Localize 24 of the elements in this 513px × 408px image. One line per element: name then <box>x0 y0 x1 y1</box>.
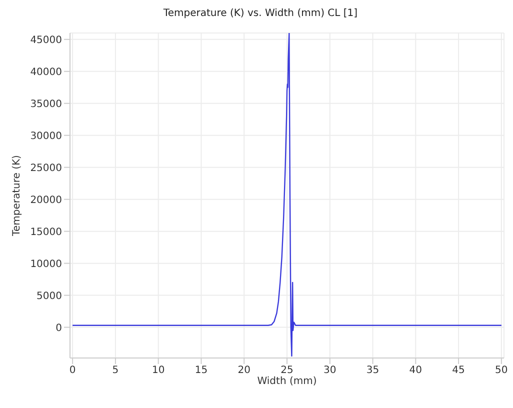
x-tick-label: 15 <box>194 365 208 376</box>
y-tick-label: 20000 <box>30 194 62 206</box>
x-tick-label: 0 <box>69 365 76 376</box>
x-tick-label: 10 <box>152 365 165 376</box>
y-tick-label: 35000 <box>30 98 62 110</box>
x-tick-label: 25 <box>280 365 294 376</box>
x-tick-label: 5 <box>112 365 119 376</box>
y-tick-label: 0 <box>56 322 62 334</box>
x-tick-label: 30 <box>324 365 336 376</box>
y-tick-label: 10000 <box>30 258 62 270</box>
x-tick-label: 35 <box>366 365 380 376</box>
y-axis-title: Temperature (K) <box>12 154 23 237</box>
y-tick-label: 25000 <box>30 162 62 174</box>
x-tick-label: 40 <box>409 365 422 376</box>
x-tick-label: 45 <box>452 365 465 376</box>
y-tick-label: 5000 <box>36 290 62 302</box>
x-axis-title: Width (mm) <box>257 376 317 387</box>
y-tick-label: 45000 <box>30 34 62 46</box>
y-tick-label: 30000 <box>30 130 62 142</box>
x-tick-label: 50 <box>495 365 508 376</box>
y-tick-label: 15000 <box>30 226 62 238</box>
chart-title: Temperature (K) vs. Width (mm) CL [1] <box>162 8 359 19</box>
y-tick-label: 40000 <box>30 66 62 78</box>
x-tick-label: 20 <box>238 365 250 376</box>
